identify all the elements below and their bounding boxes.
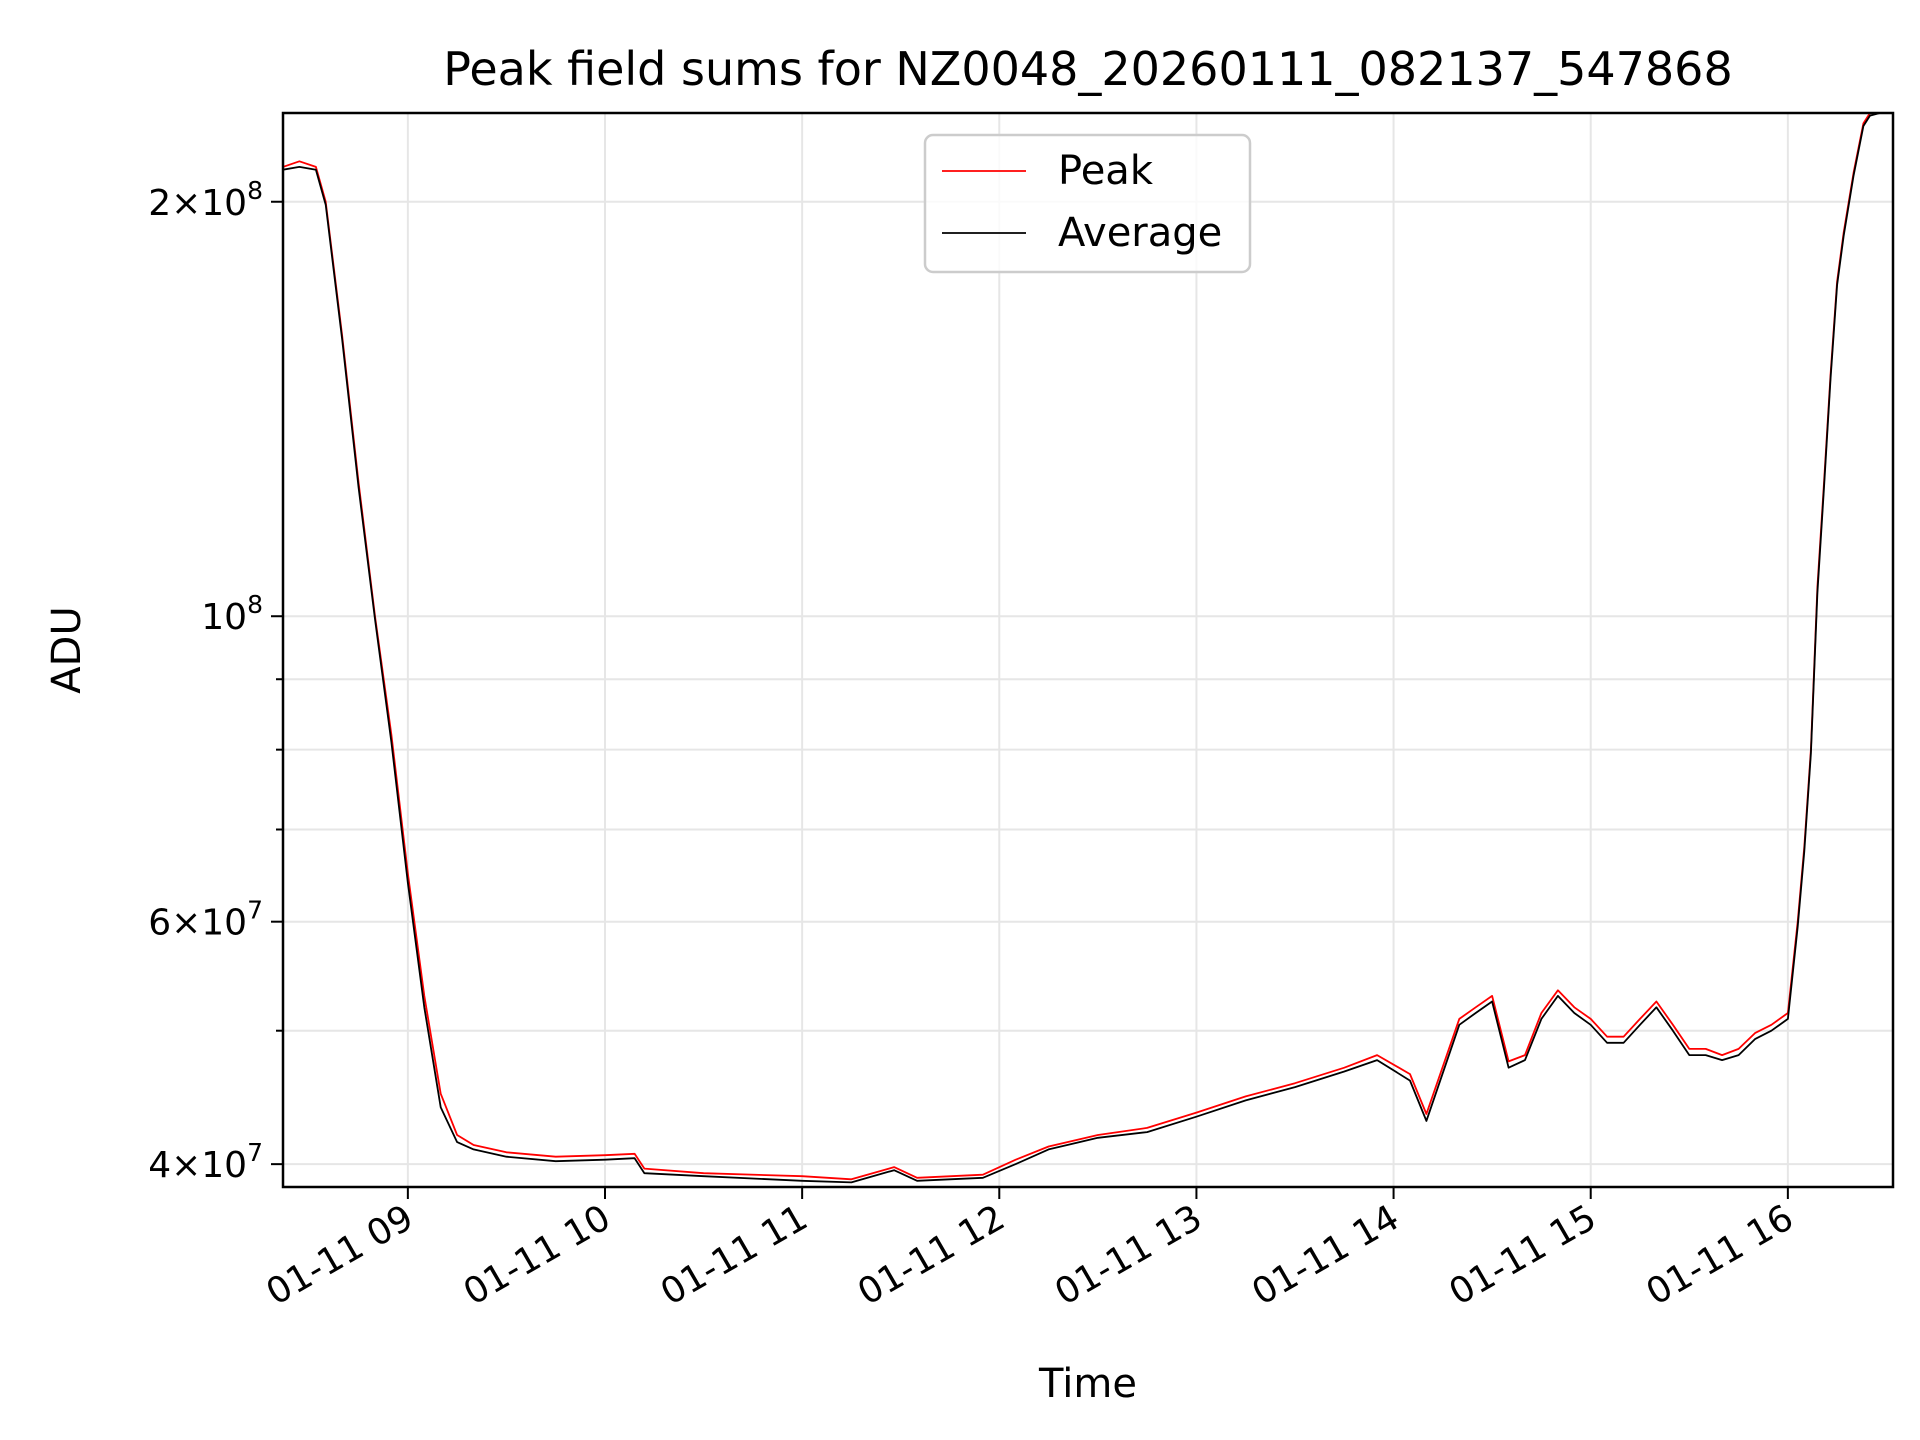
x-axis-label: Time bbox=[1038, 1361, 1137, 1407]
plot-series bbox=[283, 113, 1893, 1184]
y-axis-ticks: 4×107 6×107 108 2×108 bbox=[148, 176, 283, 1186]
axes-frame bbox=[281, 111, 1895, 1189]
legend-label-peak: Peak bbox=[1058, 148, 1154, 194]
y-tick-label: 4×107 bbox=[148, 1138, 263, 1186]
y-axis-label: ADU bbox=[44, 606, 90, 693]
legend-box bbox=[923, 133, 1252, 274]
series-line-average bbox=[283, 113, 1893, 1184]
legend: Peak Average bbox=[923, 133, 1252, 274]
y-tick-label: 2×108 bbox=[148, 176, 263, 224]
chart-title: Peak field sums for NZ0048_20260111_0821… bbox=[443, 42, 1732, 96]
y-tick-label: 6×107 bbox=[148, 896, 263, 944]
grid bbox=[283, 113, 1893, 1187]
y-tick-label: 108 bbox=[201, 590, 263, 638]
legend-label-average: Average bbox=[1058, 210, 1222, 256]
